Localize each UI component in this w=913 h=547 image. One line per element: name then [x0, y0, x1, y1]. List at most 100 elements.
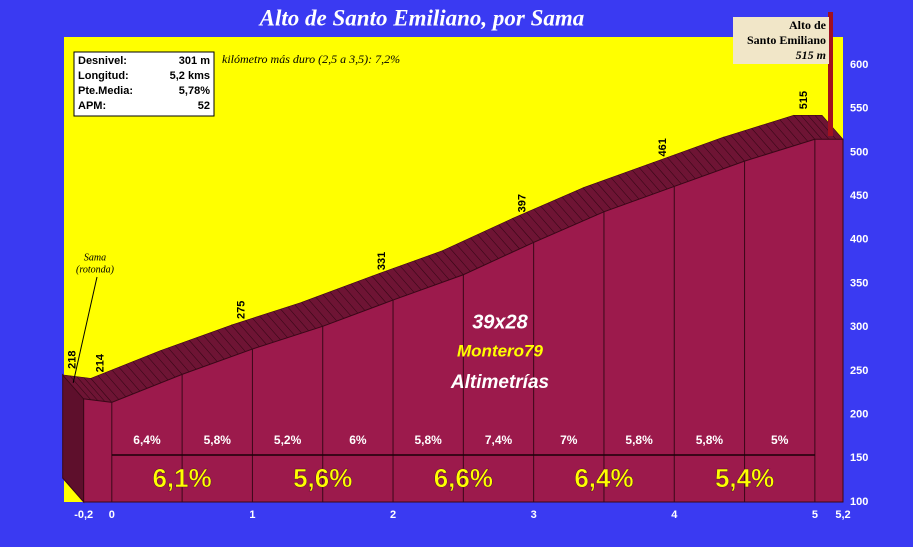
elevation-label: 275: [235, 301, 247, 319]
summit-pole: [828, 12, 833, 136]
profile-hatch: [779, 119, 802, 144]
profile-hatch: [772, 121, 795, 147]
elevation-label: 461: [657, 138, 669, 156]
profile-hatch: [554, 199, 577, 225]
elevation-label: 331: [376, 252, 388, 270]
profile-hatch: [357, 281, 380, 306]
x-tick-label: 5,2: [835, 509, 850, 521]
profile-hatch: [139, 358, 162, 383]
profile-hatch: [364, 278, 387, 303]
profile-hatch: [76, 376, 98, 401]
info-value: 5,2 kms: [170, 70, 210, 82]
profile-hatch: [210, 332, 232, 357]
profile-hatch: [688, 149, 710, 174]
elevation-label: 214: [95, 353, 107, 372]
profile-hatch: [104, 372, 127, 397]
profile-hatch: [343, 286, 366, 311]
y-tick-label: 150: [850, 452, 868, 464]
profile-hatch: [287, 306, 309, 332]
y-tick-label: 100: [850, 496, 868, 508]
profile-hatch: [575, 190, 598, 216]
profile-hatch: [561, 196, 584, 222]
profile-hatch: [681, 152, 703, 177]
y-tick-label: 350: [850, 277, 868, 289]
y-tick-label: 500: [850, 146, 868, 158]
profile-hatch: [435, 253, 457, 278]
profile-hatch: [217, 329, 239, 355]
grade-500m-label: 5%: [771, 433, 789, 447]
profile-hatch: [807, 115, 830, 140]
profile-hatch: [174, 345, 197, 370]
profile-hatch: [350, 283, 373, 309]
profile-hatch: [631, 169, 654, 195]
profile-hatch: [716, 139, 738, 164]
profile-hatch: [252, 318, 274, 343]
profile-hatch: [315, 296, 338, 322]
start-label: (rotonda): [76, 264, 115, 275]
profile-hatch: [224, 327, 246, 352]
profile-hatch: [153, 352, 176, 378]
summit-label: Alto de: [789, 18, 827, 32]
profile-hatch: [421, 258, 443, 283]
start-pointer: [72, 276, 98, 383]
profile-hatch: [596, 182, 619, 207]
profile-hatch: [125, 364, 148, 389]
elevation-label: 218: [67, 351, 79, 369]
profile-hatch: [477, 234, 499, 259]
y-tick-label: 550: [850, 103, 868, 115]
grade-km-label: 6,6%: [434, 463, 493, 493]
profile-hatch: [603, 180, 626, 205]
profile-hatch: [765, 123, 787, 149]
profile-hatch: [308, 299, 330, 324]
profile-hatch: [695, 147, 717, 172]
x-tick-label: -0,2: [74, 509, 93, 521]
grade-km-label: 5,6%: [293, 463, 352, 493]
summit-box: [733, 17, 829, 64]
profile-hatch: [484, 231, 506, 256]
info-label: Longitud:: [78, 70, 129, 82]
profile-hatch: [702, 144, 724, 169]
y-tick-label: 400: [850, 234, 868, 246]
x-tick-label: 0: [109, 509, 115, 521]
profile-hatch: [667, 157, 689, 182]
profile-hatch: [392, 268, 415, 293]
profile-hatch: [97, 375, 120, 400]
profile-hatch: [203, 334, 225, 360]
y-tick-label: 250: [850, 365, 868, 377]
y-tick-label: 450: [850, 190, 868, 202]
profile-hatch: [336, 289, 359, 314]
profile-hatch: [751, 128, 773, 153]
profile-hatch: [406, 263, 429, 288]
profile-hatch: [505, 221, 527, 246]
grade-500m-label: 6,4%: [133, 433, 161, 447]
profile-hatch: [660, 159, 682, 185]
y-tick-label: 200: [850, 409, 868, 421]
profile-hatch: [709, 141, 731, 167]
grade-500m-label: 5,8%: [696, 433, 724, 447]
x-tick-label: 5: [812, 509, 818, 521]
profile-hatch: [378, 273, 401, 298]
chart-title: Alto de Santo Emiliano, por Sama: [258, 5, 585, 30]
info-label: Pte.Media:: [78, 85, 133, 97]
watermark: Montero79: [457, 341, 544, 360]
grade-500m-label: 5,8%: [204, 433, 232, 447]
profile-hatch: [449, 247, 471, 272]
profile-hatch: [610, 177, 633, 202]
profile-hatch: [540, 205, 562, 231]
profile-hatch: [589, 185, 612, 210]
grade-500m-label: 5,2%: [274, 433, 302, 447]
profile-hatch: [329, 291, 352, 317]
profile-hatch: [273, 311, 295, 336]
profile-hatch: [456, 244, 478, 269]
profile-hatch: [526, 212, 548, 237]
profile-hatch: [428, 255, 450, 281]
y-tick-label: 600: [850, 59, 868, 71]
note: kilómetro más duro (2,5 a 3,5): 7,2%: [222, 52, 400, 66]
info-value: 52: [198, 100, 210, 112]
profile-hatch: [111, 369, 134, 395]
y-tick-label: 300: [850, 321, 868, 333]
profile-hatch: [238, 322, 260, 347]
elevation-label: 515: [798, 91, 810, 109]
grade-500m-label: 7,4%: [485, 433, 513, 447]
